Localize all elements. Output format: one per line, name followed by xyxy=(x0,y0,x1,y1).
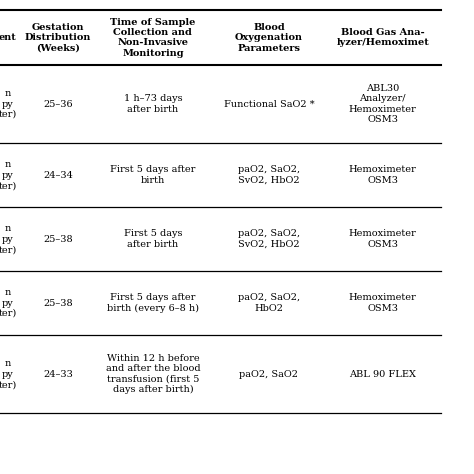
Text: n
py
ter): n py ter) xyxy=(0,160,17,190)
Text: paO2, SaO2,
HbO2: paO2, SaO2, HbO2 xyxy=(238,293,300,313)
Text: n
py
ter): n py ter) xyxy=(0,89,17,119)
Text: 24–34: 24–34 xyxy=(43,171,73,180)
Text: 25–38: 25–38 xyxy=(43,299,73,308)
Text: Within 12 h before
and after the blood
transfusion (first 5
days after birth): Within 12 h before and after the blood t… xyxy=(106,354,200,394)
Text: paO2, SaO2: paO2, SaO2 xyxy=(239,370,299,379)
Text: ABL30
Analyzer/
Hemoximeter
OSM3: ABL30 Analyzer/ Hemoximeter OSM3 xyxy=(349,84,417,124)
Text: Blood
Oxygenation
Parameters: Blood Oxygenation Parameters xyxy=(235,23,303,53)
Text: Hemoximeter
OSM3: Hemoximeter OSM3 xyxy=(349,293,417,313)
Text: 24–33: 24–33 xyxy=(43,370,73,379)
Text: n
py
ter): n py ter) xyxy=(0,359,17,389)
Text: paO2, SaO2,
SvO2, HbO2: paO2, SaO2, SvO2, HbO2 xyxy=(238,165,300,185)
Text: Hemoximeter
OSM3: Hemoximeter OSM3 xyxy=(349,165,417,185)
Text: 25–38: 25–38 xyxy=(43,235,73,244)
Text: n
py
ter): n py ter) xyxy=(0,288,17,318)
Text: Blood Gas Ana-
lyzer/Hemoximet: Blood Gas Ana- lyzer/Hemoximet xyxy=(337,28,429,47)
Text: ABL 90 FLEX: ABL 90 FLEX xyxy=(349,370,416,379)
Text: First 5 days after
birth: First 5 days after birth xyxy=(110,165,196,185)
Text: 25–36: 25–36 xyxy=(43,100,73,109)
Text: 1 h–73 days
after birth: 1 h–73 days after birth xyxy=(124,94,182,114)
Text: paO2, SaO2,
SvO2, HbO2: paO2, SaO2, SvO2, HbO2 xyxy=(238,229,300,249)
Text: Hemoximeter
OSM3: Hemoximeter OSM3 xyxy=(349,229,417,249)
Text: n
py
ter): n py ter) xyxy=(0,224,17,254)
Text: Functional SaO2 *: Functional SaO2 * xyxy=(224,100,314,109)
Text: First 5 days
after birth: First 5 days after birth xyxy=(124,229,182,249)
Text: ent: ent xyxy=(0,33,17,42)
Text: Time of Sample
Collection and
Non-Invasive
Monitoring: Time of Sample Collection and Non-Invasi… xyxy=(110,18,196,58)
Text: Gestation
Distribution
(Weeks): Gestation Distribution (Weeks) xyxy=(25,23,91,53)
Text: First 5 days after
birth (every 6–8 h): First 5 days after birth (every 6–8 h) xyxy=(107,293,199,313)
